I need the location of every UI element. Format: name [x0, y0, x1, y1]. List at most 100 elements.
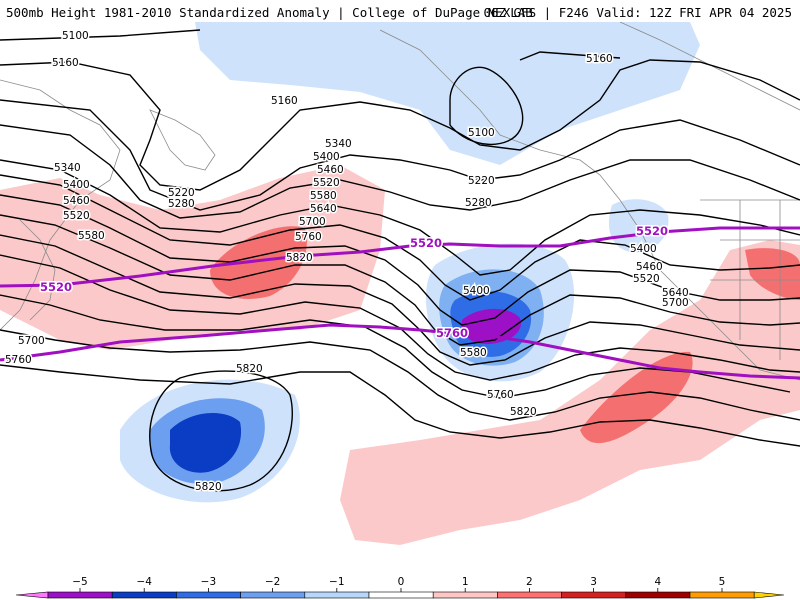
contour-5760	[0, 329, 800, 421]
legend-arrow-low	[15, 591, 49, 599]
neg-anomaly-north	[195, 22, 700, 165]
legend-tick-label: 3	[590, 576, 597, 588]
contour-label: 5340	[54, 162, 81, 174]
contour-label: 5640	[310, 203, 337, 215]
contour-label: 5820	[195, 481, 222, 493]
map-title: 500mb Height 1981-2010 Standardized Anom…	[6, 5, 533, 20]
legend-colorbar	[15, 591, 785, 599]
legend-swatch	[432, 591, 498, 599]
legend-tick-label: −3	[201, 576, 216, 588]
legend-tick-label: −5	[72, 576, 87, 588]
contour-5460	[0, 194, 800, 326]
anomaly-shading	[0, 22, 800, 545]
contour-label: 5400	[63, 179, 90, 191]
contour-label: 5640	[662, 287, 689, 299]
height-contours	[0, 29, 800, 492]
legend-tick-label: −4	[136, 576, 152, 588]
contour-label: 5100	[62, 30, 89, 42]
weather-map: 5100 5160 5160 5160 5100 5220 5280 5220 …	[0, 22, 800, 545]
contour-5640	[0, 254, 800, 381]
anomaly-legend: −5 −4 −3 −2 −1 0 1 2 3 4 5	[15, 576, 785, 599]
legend-swatch	[561, 591, 627, 599]
highlight-label: 5520	[40, 280, 72, 294]
contour-5160-west	[0, 59, 800, 191]
legend-swatch	[240, 591, 306, 599]
contour-label: 5160	[271, 95, 298, 107]
legend-tick-label: 5	[719, 576, 726, 588]
contour-5700	[0, 294, 791, 399]
contour-5100-alaska	[449, 66, 524, 146]
contour-label: 5760	[487, 389, 514, 401]
pos-anomaly-west	[0, 165, 385, 350]
contour-label: 5400	[630, 243, 657, 255]
legend-swatch	[689, 591, 755, 599]
legend-tick-label: 4	[654, 576, 661, 588]
contour-label: 5760	[5, 354, 32, 366]
legend-swatch	[368, 591, 434, 599]
contour-label: 5100	[468, 127, 495, 139]
highlight-label: 5520	[410, 236, 442, 250]
contour-label: 5280	[465, 197, 492, 209]
highlight-label: 5760	[436, 326, 468, 340]
highlight-contours	[0, 226, 800, 380]
legend-swatch	[625, 591, 691, 599]
neg-anomaly-southwest-3	[169, 412, 242, 473]
highlight-contour-5760	[0, 323, 800, 380]
coast-north	[619, 22, 800, 111]
contour-label: 5700	[18, 335, 45, 347]
highlight-contour-5520	[0, 226, 800, 288]
contour-label: 5520	[63, 210, 90, 222]
contour-label: 5220	[468, 175, 495, 187]
contour-labels: 5100 5160 5160 5160 5100 5220 5280 5220 …	[4, 29, 691, 495]
contour-label: 5160	[586, 53, 613, 65]
coast-asia	[0, 79, 121, 331]
legend-tick-label: −2	[265, 576, 280, 588]
highlight-labels: 5520 5520 5520 5760	[39, 223, 670, 342]
contour-label: 5580	[460, 347, 487, 359]
map-header: 500mb Height 1981-2010 Standardized Anom…	[0, 0, 800, 22]
coastlines	[0, 22, 800, 381]
state-lines	[700, 199, 800, 360]
contour-label: 5280	[168, 198, 195, 210]
contour-5400	[0, 174, 800, 301]
contour-label: 5520	[633, 273, 660, 285]
legend-swatch	[176, 591, 241, 599]
model-run-info: 06Z GFS | F246 Valid: 12Z FRI APR 04 202…	[483, 5, 792, 20]
legend-tick-label: 2	[526, 576, 533, 588]
highlight-label: 5520	[636, 224, 668, 238]
contour-5100-north	[0, 29, 201, 41]
legend-swatch	[304, 591, 370, 599]
legend-ticks: −5 −4 −3 −2 −1 0 1 2 3 4 5	[72, 576, 725, 592]
legend-swatch	[497, 591, 562, 599]
pos-anomaly-east-core	[745, 248, 800, 300]
legend-tick-label: −1	[329, 576, 344, 588]
contour-label: 5520	[313, 177, 340, 189]
contour-label: 5580	[310, 190, 337, 202]
contour-label: 5460	[636, 261, 663, 273]
legend-tick-label: 1	[462, 576, 469, 588]
contour-label: 5460	[317, 164, 344, 176]
contour-label: 5700	[299, 216, 326, 228]
pos-anomaly-south-core	[580, 351, 693, 444]
legend-swatch	[47, 591, 113, 599]
contour-label: 5400	[313, 151, 340, 163]
contour-label: 5340	[325, 138, 352, 150]
neg-anomaly-small	[608, 199, 669, 253]
contour-5160-east	[519, 51, 621, 61]
contour-label: 5820	[510, 406, 537, 418]
contour-5220	[0, 99, 800, 211]
legend-swatch	[111, 591, 177, 599]
pos-anomaly-west-core	[210, 226, 307, 299]
contour-5340	[0, 159, 800, 276]
contour-label: 5820	[286, 252, 313, 264]
contour-5280	[0, 124, 800, 219]
contour-label: 5220	[168, 187, 195, 199]
contour-label: 5700	[662, 297, 689, 309]
legend-arrow-high	[753, 591, 785, 599]
legend-tick-label: 0	[398, 576, 405, 588]
contour-label: 5580	[78, 230, 105, 242]
contour-label: 5460	[63, 195, 90, 207]
contour-label: 5400	[463, 285, 490, 297]
contour-label: 5760	[295, 231, 322, 243]
contour-label: 5820	[236, 363, 263, 375]
